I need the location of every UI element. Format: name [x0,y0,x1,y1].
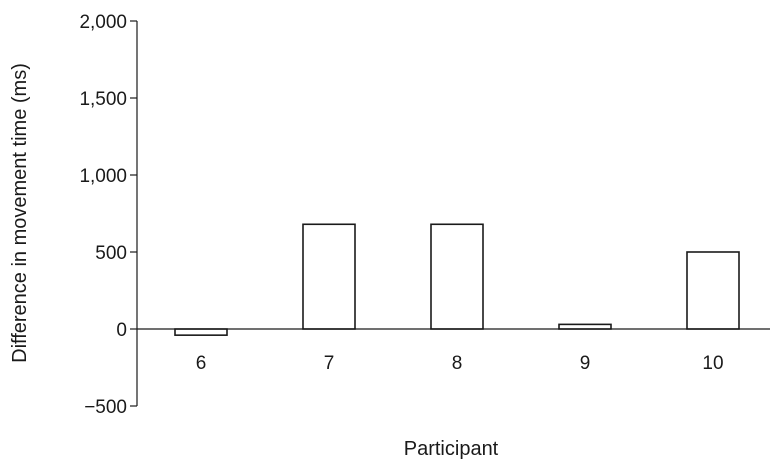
y-tick-label: 2,000 [79,12,127,33]
y-tick-label: 1,000 [79,166,127,187]
y-tick-label: 500 [95,243,127,264]
bar-participant-6 [174,328,228,336]
bars [174,223,740,336]
y-tick-label: 0 [116,320,127,341]
x-tick-label: 10 [702,353,723,374]
x-tick-label: 7 [324,353,335,374]
y-axis-title: Difference in movement time (ms) [9,63,31,363]
bar-participant-8 [430,223,484,330]
x-tick-label: 8 [452,353,463,374]
bar-participant-9 [558,323,612,330]
x-axis: 6 7 8 9 10 [137,328,770,374]
x-axis-title: Participant [404,438,499,460]
y-tick-label: 1,500 [79,89,127,110]
bar-participant-10 [686,251,740,330]
x-tick-label: 9 [580,353,591,374]
bar-participant-7 [302,223,356,330]
y-tick-label: −500 [84,397,127,418]
x-tick-label: 6 [196,353,207,374]
y-axis: −500 0 500 1,000 1,500 2,000 [79,12,138,418]
